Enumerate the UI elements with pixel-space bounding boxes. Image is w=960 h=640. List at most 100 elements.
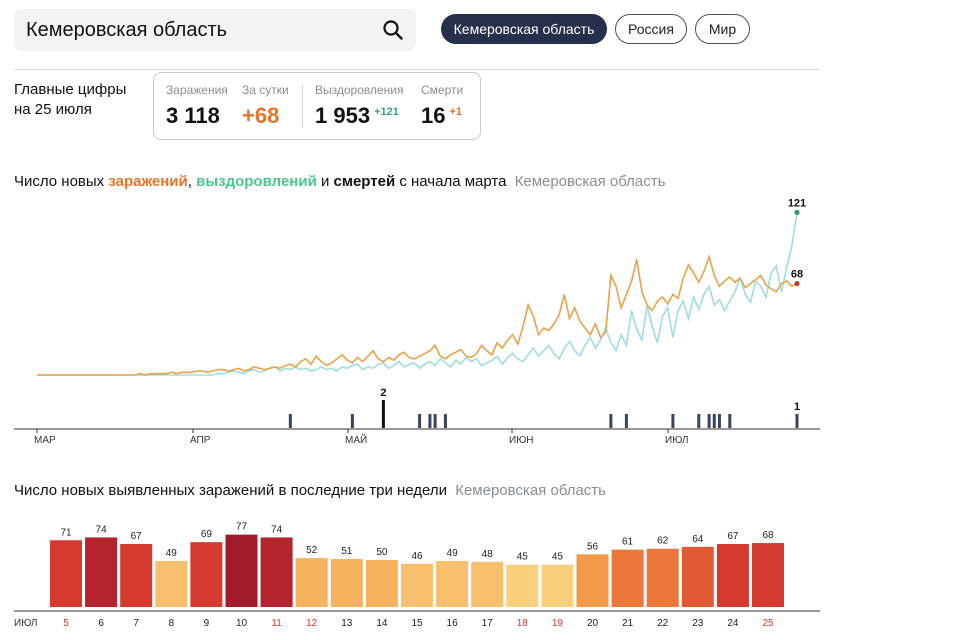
x-tick-label: АПР [190,435,211,446]
deaths-delta: +1 [449,105,463,118]
line-chart: 121 68 2 1 МАР АПР МАЙ ИЮН ИЮЛ [14,197,820,446]
tab-russia[interactable]: Россия [615,14,687,44]
x-tick-label: ИЮЛ [665,435,688,446]
daily-bar-value: 45 [517,552,529,563]
search-input[interactable] [14,9,374,51]
infections-last-point [794,281,800,287]
chart1-region: Кемеровская область [514,173,666,190]
day-label: 5 [63,618,69,629]
daily-bar-value: 71 [60,527,72,538]
infections-last-label: 68 [791,269,803,281]
daily-bar [541,564,574,607]
daily-bar-value: 67 [131,531,143,542]
chart1-title-infections: заражений [108,173,188,190]
deaths-last-label: 1 [794,401,800,413]
daily-bar [190,542,223,607]
deaths-bar [697,414,701,428]
chart1-title-suffix: с начала марта [395,173,507,190]
daily-bar [716,544,749,607]
recoveries-value-group: 1 953 +121 [315,103,399,129]
recoveries-value: 1 953 [315,103,371,128]
deaths-bar [350,414,354,428]
deaths-bar [428,414,432,428]
recoveries-last-label: 121 [788,197,806,209]
month-label: ИЮЛ [14,618,37,629]
day-label: 10 [236,618,248,629]
deaths-peak-label: 2 [380,387,386,399]
deaths-label: Смерти [421,83,464,97]
chart1-title-sep1: , [187,173,197,190]
key-figures-box: Заражения 3 118 За сутки +68 Выздоровлен… [153,72,481,140]
day-label: 7 [133,618,139,629]
daily-bar [120,544,153,607]
day-label: 6 [98,618,104,629]
daily-bar-value: 67 [727,531,739,542]
daily-bar-value: 56 [587,541,599,552]
x-tick-label: ИЮН [509,435,534,446]
infections-line [37,254,798,376]
deaths-bar [418,414,422,428]
day-label: 21 [622,618,634,629]
day-label: 24 [727,618,739,629]
daily-bar [436,560,469,607]
daily-bar-value: 49 [447,548,459,559]
daily-label: За сутки [242,83,289,97]
deaths-bar [609,414,613,428]
daily-bar-value: 69 [201,529,213,540]
recoveries-last-point [794,209,800,215]
daily-bar-value: 49 [166,548,178,559]
day-label: 16 [447,618,459,629]
chart1-title-prefix: Число новых [14,173,109,190]
deaths-value-group: 16 +1 [421,103,462,129]
daily-bar-value: 51 [341,546,353,557]
infections-value: 3 118 [166,103,220,128]
daily-bar [85,537,118,607]
bar-chart: 71 5 74 6 67 7 49 8 69 9 77 10 74 11 52 12 51 13 50 14 46 15 4… [14,522,820,629]
deaths-bar [288,414,292,428]
day-label: 18 [517,618,529,629]
tab-kemerovo-region[interactable]: Кемеровская область [441,14,607,44]
day-label: 15 [411,618,423,629]
daily-bar [611,549,644,607]
daily-bar [225,534,258,607]
deaths-bar [707,414,711,428]
deaths-bar [671,414,675,428]
daily-bar-value: 45 [552,552,564,563]
day-label: 23 [692,618,704,629]
deaths-bar [717,414,721,428]
chart1-title-sep2: и [316,173,334,190]
deaths-bar [795,414,799,428]
day-label: 19 [552,618,564,629]
tab-world[interactable]: Мир [695,14,750,44]
daily-bar-value: 46 [411,551,423,562]
day-label: 14 [376,618,388,629]
daily-bar-value: 64 [692,534,704,545]
day-label: 11 [271,618,282,629]
daily-bar-value: 50 [376,547,388,558]
daily-bar [50,540,82,607]
daily-bar [155,560,188,607]
chart1-title-deaths: смертей [333,173,396,190]
deaths-bar [624,414,628,428]
chart2-region: Кемеровская область [455,482,606,499]
day-label: 22 [657,618,669,629]
daily-value: +68 [242,103,280,128]
daily-bar [365,560,398,607]
daily-bar-value: 74 [96,524,108,535]
daily-bar [681,546,714,607]
daily-bar [752,543,784,607]
day-label: 20 [587,618,599,629]
daily-bar-value: 74 [271,524,283,535]
day-label: 17 [482,618,494,629]
search-icon[interactable] [382,19,404,41]
chart1-title-recoveries: выздоровлений [196,173,317,190]
x-tick-label: МАР [34,435,56,446]
daily-bar [646,548,679,607]
deaths-bar [381,400,385,428]
day-label: 25 [762,618,774,629]
day-label: 8 [169,618,175,629]
deaths-bar [728,414,732,428]
recoveries-label: Выздоровления [315,83,404,97]
daily-bar [330,559,363,607]
header-divider [14,69,820,70]
